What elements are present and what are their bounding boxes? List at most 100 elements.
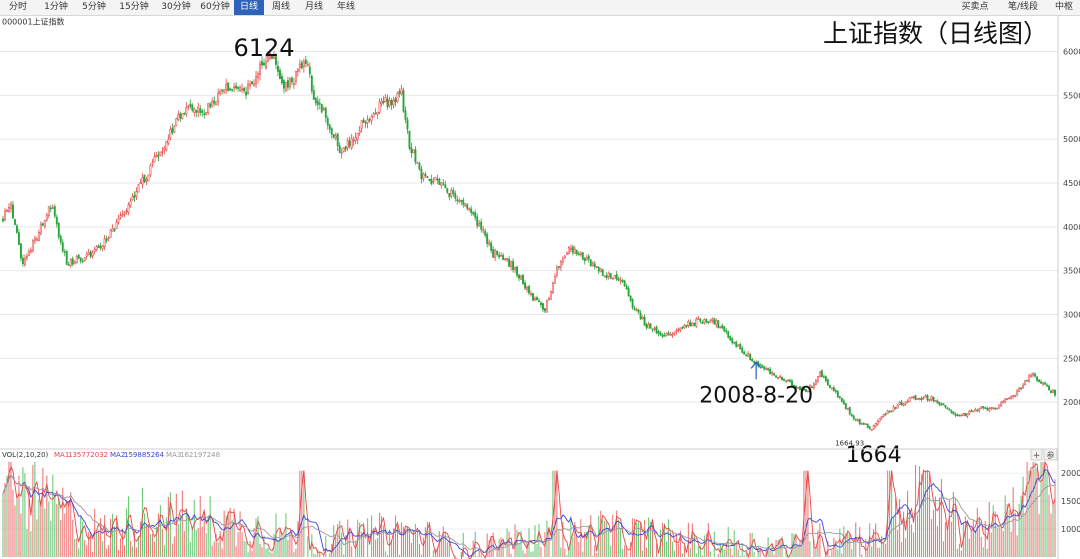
volume-bar (169, 492, 171, 557)
volume-bar (1008, 510, 1010, 557)
toolbar-right-button[interactable]: 买卖点 (961, 2, 989, 12)
candle-body (808, 385, 811, 393)
volume-bar (277, 540, 279, 557)
candle-body (61, 242, 64, 252)
candle-body (878, 417, 881, 422)
period-tab[interactable]: 5分钟 (82, 2, 106, 12)
candle-body (916, 398, 919, 400)
candle-body (665, 333, 668, 336)
candle-body (705, 319, 708, 323)
candle-body (131, 196, 134, 201)
period-tab[interactable]: 60分钟 (200, 2, 230, 12)
volume-bar (16, 499, 18, 557)
low-annotation: 1664 (846, 443, 902, 468)
candle-body (472, 212, 475, 215)
candle-body (458, 200, 461, 202)
period-tab[interactable]: 周线 (271, 2, 290, 12)
toolbar-right-button[interactable]: 笔/线段 (1007, 2, 1039, 12)
volume-bar (663, 523, 666, 557)
candle-body (486, 233, 489, 244)
symbol-label: 000001上证指数 (2, 17, 65, 27)
candle-body (165, 140, 168, 151)
volume-bar (815, 549, 817, 557)
volume-bar (584, 532, 586, 557)
low-value-label: 1664.93 (835, 440, 864, 448)
candle-body (719, 326, 722, 328)
volume-bar (1012, 487, 1014, 557)
volume-bar (717, 553, 719, 557)
volume-bar (436, 547, 438, 557)
candle-body (143, 174, 146, 183)
candle-body (729, 336, 732, 341)
candle-body (655, 326, 658, 333)
candle-body (2, 218, 4, 222)
period-tab[interactable]: 分时 (8, 2, 27, 12)
candle-body (488, 241, 491, 245)
volume-bar (155, 526, 157, 557)
panel-settings-button[interactable] (1043, 448, 1058, 461)
candle-body (514, 266, 517, 270)
volume-bar (317, 549, 319, 557)
volume-bar (978, 516, 980, 557)
volume-tick-label: 15000 (1061, 497, 1080, 506)
period-tab[interactable]: 日线 (234, 0, 264, 15)
volume-bar (669, 531, 672, 557)
volume-bar (586, 531, 588, 557)
period-tab[interactable]: 1分钟 (44, 2, 68, 12)
volume-bar (604, 520, 606, 557)
volume-bar (233, 508, 235, 557)
candle-body (609, 273, 612, 279)
period-tab[interactable]: 30分钟 (161, 2, 191, 12)
volume-bar (661, 522, 664, 557)
volume-bar (283, 533, 285, 557)
volume-bar (400, 522, 403, 557)
volume-bar (20, 513, 22, 557)
candle-body (944, 405, 947, 408)
panel-plus-button[interactable] (1030, 448, 1043, 461)
volume-bar (1028, 470, 1030, 557)
volume-bar (536, 543, 538, 557)
candle-body (243, 87, 246, 92)
period-tab[interactable]: 月线 (304, 2, 323, 12)
candle-body (751, 358, 754, 361)
candle-body (209, 103, 212, 108)
candle-body (478, 223, 481, 226)
volume-bar (72, 519, 74, 557)
candle-body (147, 174, 150, 182)
volume-bar (205, 533, 207, 557)
period-tab[interactable]: 15分钟 (119, 2, 149, 12)
volume-bar (422, 537, 424, 557)
candle-body (1046, 384, 1048, 387)
candle-body (516, 266, 518, 276)
volume-bar (737, 549, 739, 557)
volume-bar (402, 526, 405, 557)
candle-body (840, 397, 843, 402)
period-tab[interactable]: 年线 (336, 2, 355, 12)
toolbar-right-button[interactable]: 中枢 (1054, 2, 1073, 12)
candle-body (137, 184, 140, 193)
candle-body (816, 376, 819, 382)
candle-body (659, 332, 662, 335)
volume-bar (351, 546, 353, 557)
candle-body (286, 80, 289, 88)
candle-body (251, 81, 253, 84)
candle-body (470, 208, 473, 213)
arrow-icon (750, 361, 762, 369)
settings-icon: 参 (1047, 450, 1055, 460)
volume-bar (295, 548, 297, 557)
candle-body (818, 371, 821, 378)
volume-bar (807, 470, 809, 557)
candle-body (791, 380, 793, 387)
candle-body (113, 229, 116, 231)
candle-body (890, 410, 893, 413)
candle-body (255, 76, 257, 85)
candle-body (179, 113, 182, 119)
volume-bar (121, 528, 124, 557)
candle-body (561, 258, 564, 263)
candle-body (436, 178, 439, 181)
volume-bar (1054, 479, 1056, 557)
volume-bar (149, 534, 151, 557)
volume-bar (614, 523, 616, 557)
